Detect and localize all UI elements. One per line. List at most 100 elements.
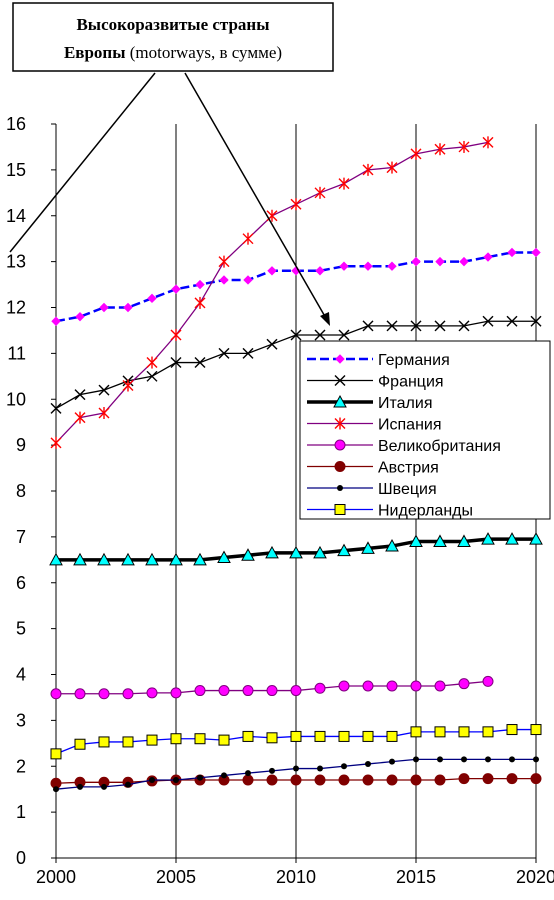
data-point [173,777,179,783]
data-point [243,686,253,696]
data-point [363,731,373,741]
data-point [195,734,205,744]
data-point [268,267,276,275]
chart-title-line1: Высокоразвитые страны [76,15,269,34]
data-point [77,784,83,790]
data-point [293,766,299,772]
data-point [411,148,421,160]
data-point [219,256,229,268]
title-callout-lines [10,73,330,326]
legend-label: Германия [378,352,450,369]
y-tick-label: 3 [16,710,26,730]
data-point [411,727,421,737]
data-point [195,686,205,696]
legend-swatch-marker [335,440,345,450]
data-point [315,731,325,741]
data-point [483,136,493,148]
data-point [315,683,325,693]
data-point [123,689,133,699]
data-point [387,775,397,785]
data-point [219,686,229,696]
data-point [267,733,277,743]
chart-title-line2: Европы (motorways, в сумме) [64,43,282,62]
data-point [365,761,371,767]
data-point [483,727,493,737]
data-point [341,763,347,769]
data-point [291,731,301,741]
y-tick-label: 2 [16,756,26,776]
data-point [75,412,85,424]
data-point [267,775,277,785]
data-point [99,385,109,395]
data-point [220,276,228,284]
data-point [509,756,515,762]
data-point [316,267,324,275]
data-point [507,774,517,784]
data-point [484,253,492,261]
y-tick-label: 5 [16,619,26,639]
y-tick-label: 16 [6,114,26,134]
x-tick-label: 2000 [36,867,76,887]
data-point [436,258,444,266]
chart-title-bold-part: Европы [64,43,126,62]
data-point [52,317,60,325]
y-tick-label: 11 [7,343,26,363]
data-point [413,756,419,762]
y-tick-label: 8 [16,481,26,501]
y-tick-label: 7 [16,527,26,547]
data-point [291,775,301,785]
data-point [339,178,349,190]
legend-label: Италия [378,395,432,412]
data-point [339,775,349,785]
data-point [267,339,277,349]
x-tick-label: 2010 [276,867,316,887]
data-point [147,371,157,381]
data-point [435,681,445,691]
data-point [459,727,469,737]
data-point [508,248,516,256]
data-point [101,784,107,790]
data-point [483,774,493,784]
y-tick-label: 10 [6,389,26,409]
data-point [269,768,275,774]
data-point [125,782,131,788]
data-point [243,731,253,741]
data-point [51,749,61,759]
data-point [483,676,493,686]
data-point [291,198,301,210]
data-point [411,681,421,691]
data-point [387,681,397,691]
chart-title-rest-part: (motorways, в сумме) [125,43,282,62]
data-point [243,775,253,785]
data-point [123,737,133,747]
legend: ГерманияФранцияИталияИспанияВеликобритан… [300,341,550,520]
data-point [75,689,85,699]
data-point [243,233,253,245]
data-point [531,774,541,784]
y-tick-label: 0 [16,848,26,868]
data-point [75,739,85,749]
data-point [291,686,301,696]
data-point [267,210,277,222]
legend-label: Австрия [378,460,439,477]
data-point [76,313,84,321]
data-point [363,775,373,785]
y-tick-label: 12 [6,298,26,318]
y-tick-label: 14 [6,206,26,226]
data-point [53,786,59,792]
legend-label: Нидерланды [378,503,473,520]
title-box: Высокоразвитые страны Европы (motorways,… [13,3,333,71]
data-point [99,407,109,419]
data-point [149,777,155,783]
data-point [387,731,397,741]
data-point [196,281,204,289]
data-point [507,725,517,735]
y-tick-label: 1 [16,802,26,822]
data-point [435,727,445,737]
data-point [340,262,348,270]
data-point [315,775,325,785]
data-point [147,735,157,745]
data-point [363,681,373,691]
series-4 [51,676,493,698]
